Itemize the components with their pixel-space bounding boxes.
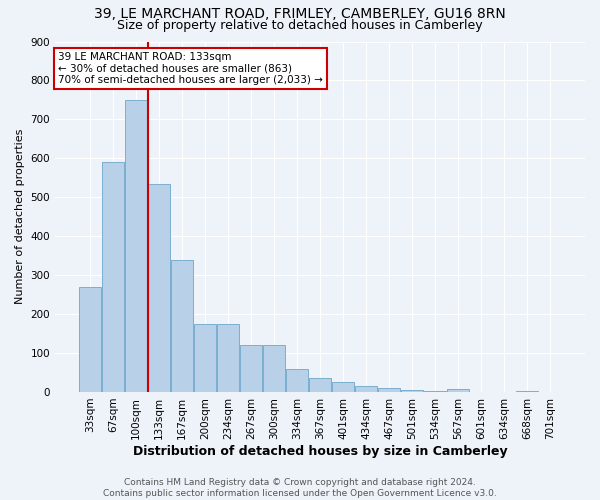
Bar bbox=[240, 345, 262, 392]
Bar bbox=[217, 324, 239, 392]
Bar bbox=[194, 324, 216, 392]
Bar bbox=[286, 368, 308, 392]
Bar bbox=[171, 260, 193, 392]
Y-axis label: Number of detached properties: Number of detached properties bbox=[15, 129, 25, 304]
Bar bbox=[378, 388, 400, 392]
Bar bbox=[355, 386, 377, 392]
X-axis label: Distribution of detached houses by size in Camberley: Distribution of detached houses by size … bbox=[133, 444, 508, 458]
Bar bbox=[424, 391, 446, 392]
Bar bbox=[309, 378, 331, 392]
Bar bbox=[401, 390, 423, 392]
Bar bbox=[102, 162, 124, 392]
Bar bbox=[125, 100, 147, 392]
Bar bbox=[263, 345, 285, 392]
Bar bbox=[332, 382, 354, 392]
Text: Contains HM Land Registry data © Crown copyright and database right 2024.
Contai: Contains HM Land Registry data © Crown c… bbox=[103, 478, 497, 498]
Text: 39, LE MARCHANT ROAD, FRIMLEY, CAMBERLEY, GU16 8RN: 39, LE MARCHANT ROAD, FRIMLEY, CAMBERLEY… bbox=[94, 8, 506, 22]
Bar bbox=[516, 391, 538, 392]
Text: 39 LE MARCHANT ROAD: 133sqm
← 30% of detached houses are smaller (863)
70% of se: 39 LE MARCHANT ROAD: 133sqm ← 30% of det… bbox=[58, 52, 323, 85]
Bar bbox=[447, 389, 469, 392]
Bar bbox=[79, 287, 101, 392]
Text: Size of property relative to detached houses in Camberley: Size of property relative to detached ho… bbox=[117, 18, 483, 32]
Bar bbox=[148, 184, 170, 392]
